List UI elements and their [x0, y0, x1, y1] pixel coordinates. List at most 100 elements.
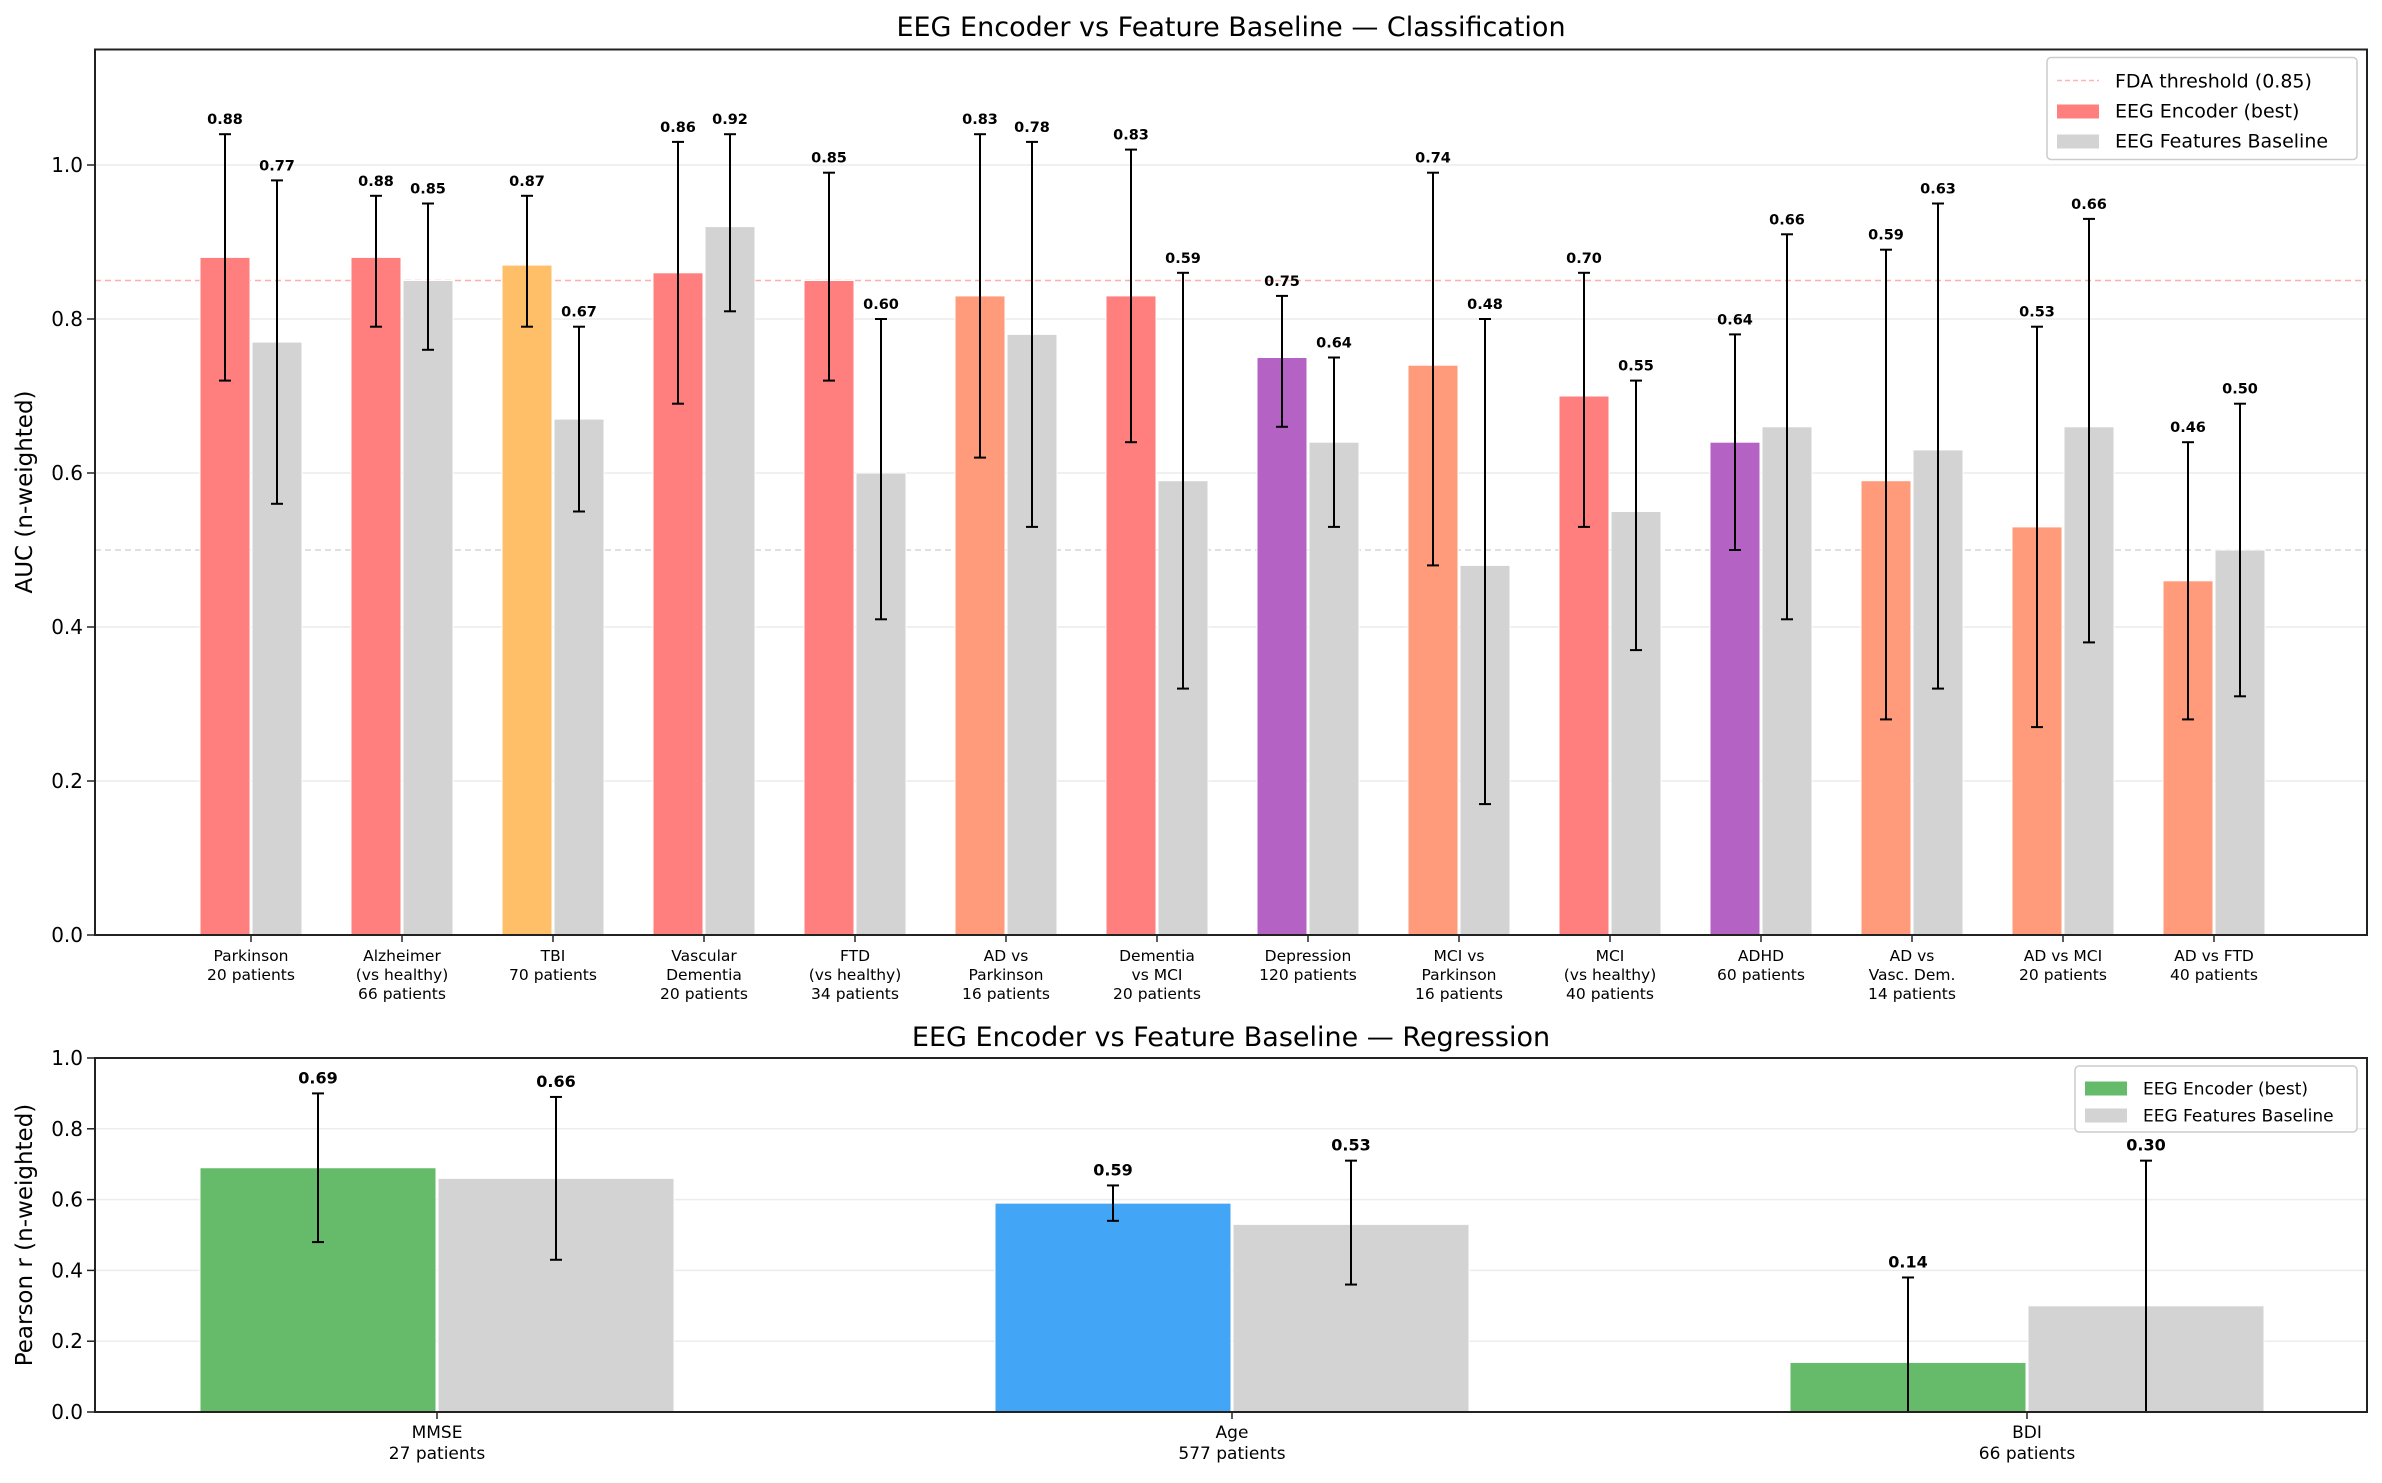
y-axis-label: AUC (n-weighted): [12, 390, 38, 593]
x-tick-label: 40 patients: [1566, 985, 1654, 1003]
x-tick-label: 60 patients: [1717, 966, 1805, 984]
y-tick-label: 0.6: [51, 1188, 83, 1212]
chart-title: EEG Encoder vs Feature Baseline — Classi…: [896, 12, 1565, 43]
encoder-bar: [501, 264, 553, 936]
x-tick-label: AD vs: [984, 947, 1029, 965]
x-tick-label: AD vs: [1890, 947, 1935, 965]
x-tick-label: Dementia: [1119, 947, 1195, 965]
value-label: 0.64: [1717, 312, 1753, 328]
x-tick-label: Parkinson: [968, 966, 1043, 984]
x-tick-label: 120 patients: [1259, 966, 1357, 984]
axes-frame: [94, 48, 2368, 936]
legend-label: EEG Encoder (best): [2115, 101, 2299, 123]
x-tick-label: vs MCI: [1132, 966, 1183, 984]
value-label: 0.55: [1618, 359, 1654, 375]
value-label: 0.30: [2126, 1136, 2165, 1155]
value-label: 0.67: [561, 305, 597, 321]
x-tick-label: 577 patients: [1178, 1444, 1285, 1464]
legend-box: [2074, 1065, 2358, 1133]
x-tick-label: Parkinson: [1421, 966, 1496, 984]
x-tick-label: 16 patients: [1415, 985, 1503, 1003]
axes-frame: [94, 1057, 2368, 1413]
x-tick-label: 66 patients: [1979, 1444, 2076, 1464]
value-label: 0.53: [2019, 305, 2055, 321]
y-tick-label: 1.0: [51, 1046, 83, 1070]
x-tick-label: 40 patients: [2170, 966, 2258, 984]
legend-swatch: [2085, 1108, 2127, 1123]
error-bars: [312, 1092, 2152, 1412]
x-tick-label: 27 patients: [389, 1444, 486, 1464]
value-label: 0.77: [259, 158, 295, 174]
y-ticks: 0.0 0.2 0.4 0.6 0.8 1.0: [51, 153, 95, 947]
x-tick-label: Dementia: [666, 966, 742, 984]
x-tick-label: Vasc. Dem.: [1869, 966, 1956, 984]
reference-lines: [95, 279, 2367, 551]
y-tick-label: 0.8: [51, 1117, 83, 1141]
value-label: 0.78: [1014, 120, 1050, 136]
value-label: 0.69: [298, 1068, 337, 1087]
value-label: 0.86: [660, 120, 696, 136]
legend-swatch: [2057, 104, 2099, 119]
encoder-bar: [1256, 357, 1308, 936]
x-tick-label: MCI: [1596, 947, 1625, 965]
value-label: 0.66: [1769, 212, 1805, 228]
value-label: 0.83: [1113, 128, 1149, 144]
classification-chart: EEG Encoder vs Feature Baseline — Classi…: [12, 12, 2368, 1003]
baseline-bar: [402, 280, 454, 936]
value-label: 0.53: [1331, 1136, 1370, 1155]
x-tick-label: ADHD: [1738, 947, 1784, 965]
value-labels: 0.88 0.77 0.88 0.85 0.87 0.67 0.86 0.92 0.85 0.60…: [207, 112, 2258, 436]
value-label: 0.70: [1566, 251, 1602, 267]
value-label: 0.50: [2222, 382, 2258, 398]
x-tick-label: AD vs MCI: [2024, 947, 2102, 965]
y-tick-label: 0.6: [51, 461, 83, 485]
legend-label: EEG Features Baseline: [2115, 131, 2328, 153]
legend-label: EEG Encoder (best): [2143, 1080, 2308, 1100]
y-ticks: 0.0 0.2 0.4 0.6 0.8 1.0: [51, 1046, 95, 1424]
y-tick-label: 0.4: [51, 615, 83, 639]
value-label: 0.59: [1165, 251, 1201, 267]
value-label: 0.46: [2170, 420, 2206, 436]
x-tick-label: Alzheimer: [363, 947, 441, 965]
x-tick-label: TBI: [540, 947, 566, 965]
value-label: 0.60: [863, 297, 899, 313]
x-tick-label: (vs healthy): [356, 966, 449, 984]
x-tick-label: 20 patients: [2019, 966, 2107, 984]
y-tick-label: 0.2: [51, 1329, 83, 1353]
value-label: 0.85: [410, 182, 446, 198]
value-label: 0.83: [962, 112, 998, 128]
legend-label: FDA threshold (0.85): [2115, 71, 2312, 93]
y-tick-label: 0.8: [51, 307, 83, 331]
value-label: 0.59: [1093, 1160, 1132, 1179]
x-tick-label: (vs healthy): [809, 966, 902, 984]
x-tick-label: MCI vs: [1434, 947, 1485, 965]
value-label: 0.66: [2071, 197, 2107, 213]
x-tick-label: MMSE: [412, 1423, 463, 1443]
x-tick-label: 70 patients: [509, 966, 597, 984]
value-label: 0.88: [207, 112, 243, 128]
value-label: 0.14: [1888, 1252, 1927, 1271]
x-tick-label: Vascular: [671, 947, 737, 965]
legend-swatch: [2085, 1081, 2127, 1096]
value-labels: 0.69 0.66 0.59 0.53 0.14 0.30: [298, 1068, 2165, 1271]
x-tick-label: 20 patients: [1113, 985, 1201, 1003]
x-tick-label: 14 patients: [1868, 985, 1956, 1003]
encoder-bar: [803, 280, 855, 936]
y-tick-label: 0.2: [51, 769, 83, 793]
y-tick-label: 0.0: [51, 923, 83, 947]
gridlines: [95, 164, 2367, 782]
x-tick-label: FTD: [840, 947, 870, 965]
value-label: 0.74: [1415, 151, 1451, 167]
y-tick-label: 0.4: [51, 1258, 83, 1282]
legend-label: EEG Features Baseline: [2143, 1107, 2334, 1127]
value-label: 0.66: [536, 1072, 575, 1091]
x-tick-label: (vs healthy): [1564, 966, 1657, 984]
encoder-bar: [994, 1202, 1232, 1413]
x-tick-label: 66 patients: [358, 985, 446, 1003]
value-label: 0.92: [712, 112, 748, 128]
x-tick-label: BDI: [2012, 1423, 2042, 1443]
x-tick-label: Depression: [1265, 947, 1352, 965]
